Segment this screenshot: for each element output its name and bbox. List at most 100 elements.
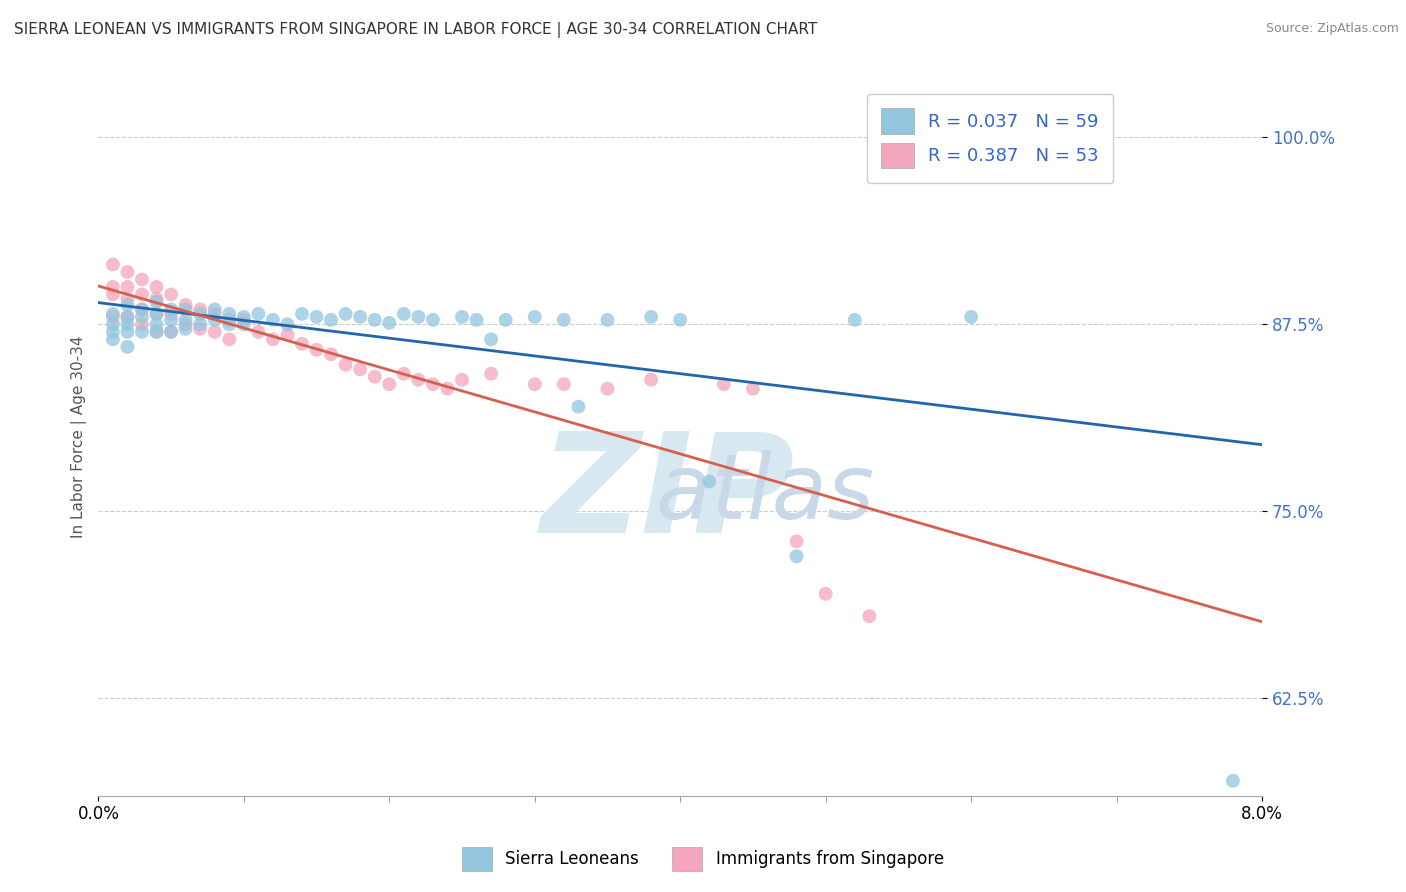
Point [319,313,342,327]
Point [131,310,153,324]
Point [479,332,502,346]
Point [174,322,197,336]
Point [364,369,387,384]
Point [117,292,139,306]
Point [131,272,153,286]
Point [378,316,401,330]
Point [232,310,254,324]
Point [276,318,298,332]
Point [640,310,662,324]
Point [335,358,357,372]
Point [218,313,240,327]
Point [117,318,139,332]
Point [218,332,240,346]
Point [305,343,328,357]
Point [232,318,254,332]
Point [160,313,183,327]
Point [117,310,139,324]
Point [669,313,692,327]
Point [640,373,662,387]
Point [1222,773,1244,788]
Point [160,325,183,339]
Point [174,318,197,332]
Point [465,313,488,327]
Point [117,325,139,339]
Point [204,313,226,327]
Point [174,313,197,327]
Point [392,307,415,321]
Point [523,377,546,392]
Text: ZIP: ZIP [540,426,794,562]
Point [145,318,167,332]
Point [204,325,226,339]
Point [117,265,139,279]
Point [145,325,167,339]
Point [451,373,474,387]
Point [960,310,983,324]
Point [131,325,153,339]
Point [814,587,837,601]
Point [786,549,808,564]
Point [392,367,415,381]
Point [319,347,342,361]
Point [101,318,124,332]
Point [276,327,298,342]
Point [553,313,575,327]
Point [436,382,458,396]
Point [101,332,124,346]
Point [160,325,183,339]
Point [117,298,139,312]
Point [247,307,270,321]
Point [422,313,444,327]
Point [101,307,124,321]
Point [188,307,211,321]
Point [335,307,357,321]
Point [204,302,226,317]
Point [131,287,153,301]
Point [131,318,153,332]
Point [596,382,619,396]
Legend: R = 0.037   N = 59, R = 0.387   N = 53: R = 0.037 N = 59, R = 0.387 N = 53 [868,94,1114,183]
Point [218,318,240,332]
Point [378,377,401,392]
Point [451,310,474,324]
Text: Source: ZipAtlas.com: Source: ZipAtlas.com [1265,22,1399,36]
Point [291,307,314,321]
Point [408,373,430,387]
Point [567,400,589,414]
Point [117,280,139,294]
Point [262,332,284,346]
Point [101,287,124,301]
Point [742,382,765,396]
Point [697,475,720,489]
Point [188,318,211,332]
Point [247,325,270,339]
Y-axis label: In Labor Force | Age 30-34: In Labor Force | Age 30-34 [72,335,87,538]
Point [131,302,153,317]
Point [349,362,371,376]
Point [596,313,619,327]
Point [145,307,167,321]
Point [160,287,183,301]
Point [174,302,197,317]
Point [131,302,153,317]
Point [174,298,197,312]
Point [495,313,517,327]
Point [117,310,139,324]
Point [408,310,430,324]
Point [101,310,124,324]
Point [160,302,183,317]
Point [101,258,124,272]
Point [858,609,880,624]
Point [349,310,371,324]
Point [218,307,240,321]
Point [145,325,167,339]
Point [101,280,124,294]
Point [160,307,183,321]
Point [101,325,124,339]
Point [422,377,444,392]
Point [145,294,167,309]
Point [145,280,167,294]
Text: atlas: atlas [540,450,873,538]
Point [188,302,211,317]
